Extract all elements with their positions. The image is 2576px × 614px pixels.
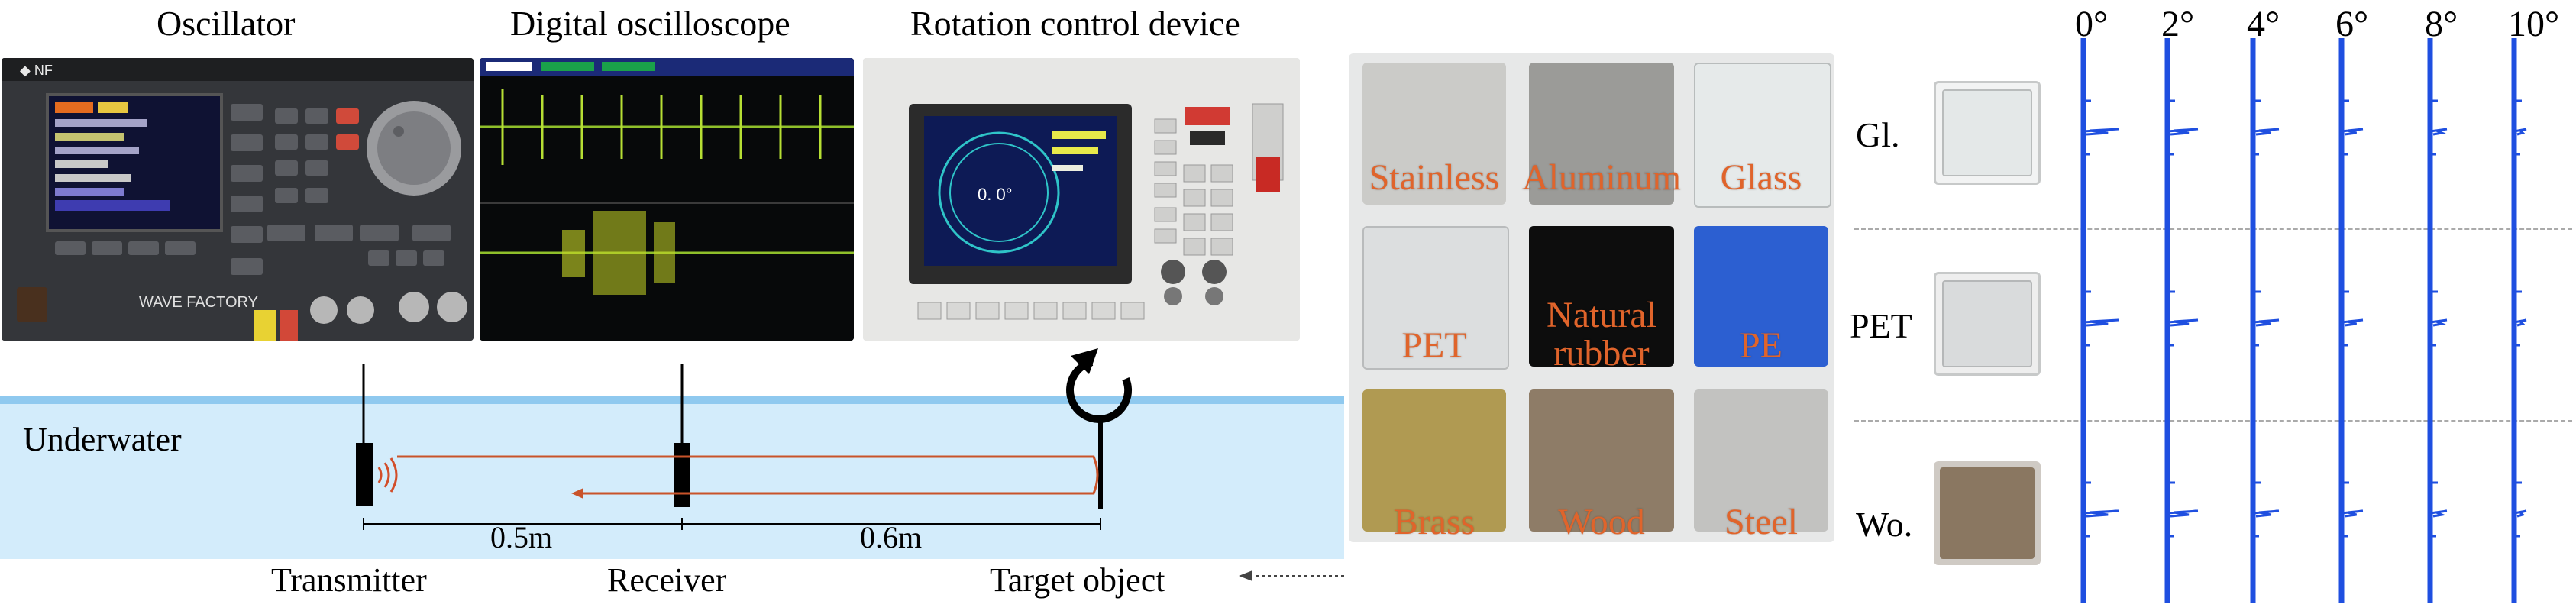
rotation-arrowhead xyxy=(1071,348,1098,374)
swatch-panel xyxy=(1942,89,2032,176)
sample-glass xyxy=(1694,63,1831,208)
material-label-wood: Wood xyxy=(1558,502,1645,542)
waveform-traces xyxy=(2080,38,2527,603)
row-label-wood: Wo. xyxy=(1856,505,1913,544)
echo-spike-r1-c0 xyxy=(2083,290,2119,347)
echo-spike-r1-c3 xyxy=(2341,290,2364,347)
echo-spike-r0-c2 xyxy=(2252,99,2280,156)
echo-spike-r2-c4 xyxy=(2429,481,2448,538)
material-label-natural-rubber: Natural rubber xyxy=(1547,295,1656,373)
transmitter-device xyxy=(356,443,373,506)
echo-spike-r1-c4 xyxy=(2429,290,2448,347)
material-label-pe: PE xyxy=(1739,325,1783,366)
sound-wave-icon xyxy=(377,457,398,493)
materials-connector xyxy=(1252,575,1344,577)
angle-label-10: 10° xyxy=(2508,4,2560,44)
echo-spike-r2-c2 xyxy=(2252,481,2280,538)
material-label-brass: Brass xyxy=(1393,502,1475,542)
distance-label-1: 0.5m xyxy=(490,520,553,554)
sample-pe xyxy=(1694,226,1828,367)
receiver-device xyxy=(674,443,690,507)
echo-spike-r0-c0 xyxy=(2083,99,2119,156)
echo-spike-r1-c5 xyxy=(2513,290,2527,347)
target-object-label: Target object xyxy=(990,561,1165,599)
oscillator-title: Oscillator xyxy=(157,4,296,43)
material-label-aluminum: Aluminum xyxy=(1521,157,1681,198)
setup-diagram xyxy=(356,348,1344,581)
echo-spike-r2-c0 xyxy=(2083,481,2119,538)
row-label-glass: Gl. xyxy=(1856,115,1900,154)
angle-label-0: 0° xyxy=(2075,4,2109,44)
sample-natural-rubber xyxy=(1529,226,1674,367)
row-divider xyxy=(1854,228,2572,230)
rotation-device-title: Rotation control device xyxy=(910,4,1240,43)
oscilloscope-title: Digital oscilloscope xyxy=(510,4,790,43)
row-swatch-glass xyxy=(1934,81,2041,185)
receiver-label: Receiver xyxy=(607,561,727,599)
echo-spike-r1-c2 xyxy=(2252,290,2280,347)
echo-spike-r0-c3 xyxy=(2341,99,2364,156)
angle-label-2: 2° xyxy=(2161,4,2195,44)
angle-label-6: 6° xyxy=(2335,4,2369,44)
rotation-icon xyxy=(1066,358,1133,423)
material-label-pet: PET xyxy=(1401,325,1467,366)
echo-spike-r2-c5 xyxy=(2513,481,2527,538)
oscilloscope-photo xyxy=(480,58,854,341)
materials-board: Stainless Aluminum Glass PET Natural rub… xyxy=(1349,53,1834,542)
water-tank xyxy=(0,396,1344,559)
echo-spike-r0-c4 xyxy=(2429,99,2448,156)
svg-text:◆ NF: ◆ NF xyxy=(20,63,53,78)
material-label-glass: Glass xyxy=(1720,157,1802,198)
echo-spike-r0-c1 xyxy=(2167,99,2199,156)
row-divider xyxy=(1854,420,2572,422)
svg-text:0. 0°: 0. 0° xyxy=(978,185,1013,204)
transmit-beam xyxy=(397,455,1099,495)
connector-arrowhead xyxy=(1239,570,1252,581)
echo-spike-r1-c1 xyxy=(2167,290,2199,347)
svg-text:WAVE FACTORY: WAVE FACTORY xyxy=(139,294,258,311)
swatch-panel xyxy=(1940,467,2035,559)
material-label-steel: Steel xyxy=(1724,502,1798,542)
sample-stainless xyxy=(1362,63,1506,205)
row-swatch-wood xyxy=(1934,461,2041,565)
angle-label-4: 4° xyxy=(2247,4,2280,44)
material-label-stainless: Stainless xyxy=(1369,157,1500,198)
echo-spike-r2-c3 xyxy=(2341,481,2364,538)
sample-brass xyxy=(1362,389,1506,532)
row-label-pet: PET xyxy=(1850,306,1912,345)
sample-steel xyxy=(1694,389,1828,532)
rotation-device-photo: 0. 0° xyxy=(863,58,1300,341)
sample-pet xyxy=(1362,226,1509,370)
sample-aluminum xyxy=(1529,63,1674,205)
underwater-label: Underwater xyxy=(23,421,182,458)
echo-spike-r2-c1 xyxy=(2167,481,2199,538)
swatch-panel xyxy=(1942,280,2032,367)
sample-wood xyxy=(1529,389,1674,532)
oscillator-photo: ◆ NF WAVE FACTORY xyxy=(2,58,474,341)
angle-label-8: 8° xyxy=(2425,4,2458,44)
transmitter-label: Transmitter xyxy=(271,561,427,599)
echo-arrowhead xyxy=(571,488,583,499)
row-swatch-pet xyxy=(1934,272,2041,376)
echo-spike-r0-c5 xyxy=(2513,99,2527,156)
distance-label-2: 0.6m xyxy=(860,520,923,554)
